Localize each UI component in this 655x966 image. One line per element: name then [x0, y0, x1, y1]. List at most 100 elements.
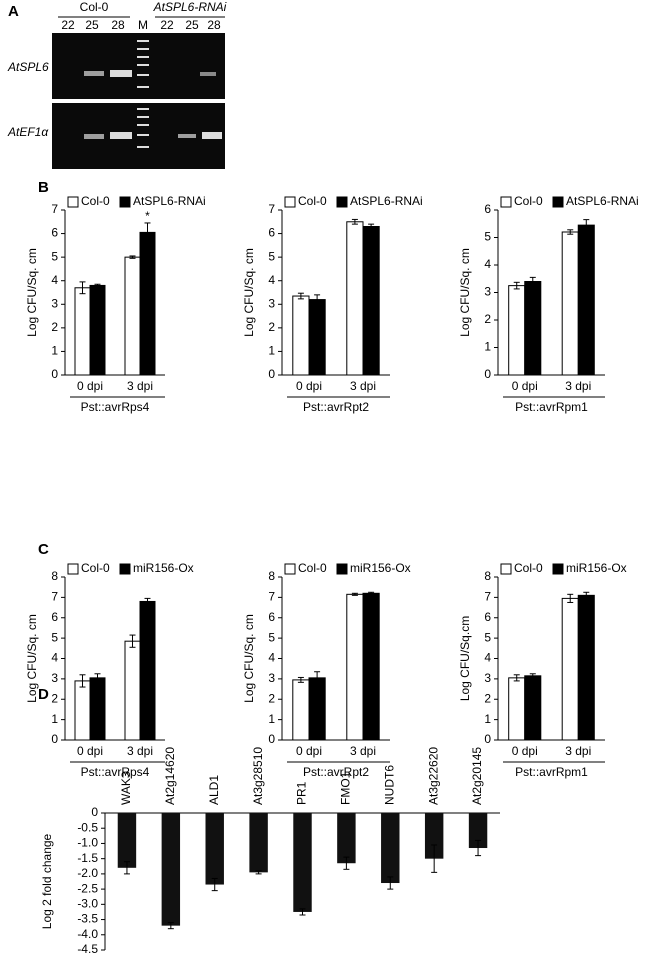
panel-label: A	[8, 3, 19, 20]
x-axis-label: Pst::avrRps4	[81, 400, 150, 414]
y-tick-label: 2	[268, 691, 275, 705]
bar	[337, 813, 356, 864]
y-axis-label: Log CFU/Sq. cm	[25, 248, 39, 337]
y-axis-label: Log CFU/Sq.cm	[458, 616, 472, 701]
y-tick-label: 7	[268, 202, 275, 216]
legend-swatch	[119, 563, 131, 575]
legend-label: miR156-Ox	[133, 561, 194, 575]
y-tick-label: 4	[51, 273, 58, 287]
y-tick-label: 8	[268, 569, 275, 583]
x-tick-label: 3 dpi	[127, 379, 153, 393]
bar	[577, 594, 595, 741]
bar	[362, 226, 380, 376]
x-axis-label: Pst::avrRpt2	[303, 400, 369, 414]
lane-label: 28	[207, 18, 221, 32]
y-tick-label: 7	[51, 202, 58, 216]
y-tick-label: -1.5	[77, 851, 98, 865]
y-tick-label: -3.5	[77, 912, 98, 926]
bar	[346, 221, 364, 376]
legend-label: Col-0	[81, 194, 110, 208]
bar	[308, 299, 326, 376]
x-tick-label: 0 dpi	[512, 379, 538, 393]
y-tick-label: 6	[51, 610, 58, 624]
y-tick-label: 4	[484, 257, 491, 271]
legend-label: AtSPL6-RNAi	[566, 194, 639, 208]
y-tick-label: 0	[484, 367, 491, 381]
y-tick-label: 1	[484, 340, 491, 354]
legend-swatch	[552, 563, 564, 575]
x-tick-label: 0 dpi	[512, 744, 538, 758]
legend-label: miR156-Ox	[566, 561, 627, 575]
bar	[292, 679, 310, 741]
legend-swatch	[336, 563, 348, 575]
y-tick-label: 5	[484, 630, 491, 644]
y-tick-label: 2	[51, 691, 58, 705]
legend-label: Col-0	[514, 194, 543, 208]
bar	[139, 600, 156, 741]
legend-swatch	[500, 563, 512, 575]
gel-row-label: AtEF1α	[7, 125, 49, 139]
y-tick-label: 3	[268, 671, 275, 685]
bar	[508, 677, 526, 741]
gel-bands	[84, 40, 222, 148]
x-tick-label: PR1	[295, 781, 309, 805]
lane-label: 25	[185, 18, 199, 32]
bar	[89, 677, 106, 741]
bar	[89, 284, 106, 376]
bar	[508, 285, 526, 376]
y-tick-label: 7	[484, 590, 491, 604]
y-tick-label: 3	[484, 671, 491, 685]
y-tick-label: 6	[51, 226, 58, 240]
legend-swatch	[284, 196, 296, 208]
bar	[205, 813, 224, 885]
y-tick-label: 1	[51, 344, 58, 358]
y-tick-label: 4	[268, 273, 275, 287]
lane-label: 22	[61, 18, 75, 32]
annotation: *	[145, 209, 150, 223]
y-tick-label: 3	[51, 671, 58, 685]
y-tick-label: 4	[268, 651, 275, 665]
x-axis-label: Pst::avrRps4	[81, 765, 150, 779]
y-axis-label: Log CFU/Sq. cm	[242, 614, 256, 703]
bar	[74, 680, 91, 741]
y-tick-label: 5	[51, 249, 58, 263]
lane-label: M	[138, 18, 148, 32]
legend-label: miR156-Ox	[350, 561, 411, 575]
x-tick-label: 3 dpi	[565, 379, 591, 393]
legend-label: Col-0	[298, 194, 327, 208]
x-tick-label: 3 dpi	[127, 744, 153, 758]
y-tick-label: 0	[51, 367, 58, 381]
x-tick-label: 0 dpi	[296, 744, 322, 758]
y-axis-label: Log CFU/Sq. cm	[242, 248, 256, 337]
y-tick-label: -3.0	[77, 897, 98, 911]
y-tick-label: 6	[268, 226, 275, 240]
bar	[117, 813, 137, 868]
y-tick-label: 3	[268, 296, 275, 310]
y-axis-label: Log 2 fold change	[40, 833, 54, 929]
y-tick-label: 5	[484, 230, 491, 244]
x-tick-label: 0 dpi	[77, 379, 103, 393]
y-tick-label: 1	[268, 344, 275, 358]
bar	[561, 597, 579, 741]
x-tick-label: FMO1	[339, 771, 353, 805]
bar	[74, 287, 91, 376]
bar	[124, 640, 141, 741]
bar	[362, 592, 380, 741]
y-tick-label: 3	[51, 296, 58, 310]
y-tick-label: 0	[484, 732, 491, 746]
y-tick-label: 8	[51, 569, 58, 583]
bar	[561, 231, 579, 376]
y-axis-label: Log CFU/Sq. cm	[25, 614, 39, 703]
y-tick-label: 2	[268, 320, 275, 334]
panel-label: C	[38, 541, 49, 558]
x-tick-label: At3g28510	[251, 747, 265, 805]
x-tick-label: WAK3	[119, 771, 133, 805]
legend-swatch	[284, 563, 296, 575]
legend-swatch	[336, 196, 348, 208]
x-axis-label: Pst::avrRpt2	[303, 765, 369, 779]
x-tick-label: At2g20145	[470, 747, 484, 805]
x-tick-label: 3 dpi	[350, 744, 376, 758]
x-tick-label: 3 dpi	[350, 379, 376, 393]
gel-group: AtSPL6-RNAi	[153, 0, 227, 14]
